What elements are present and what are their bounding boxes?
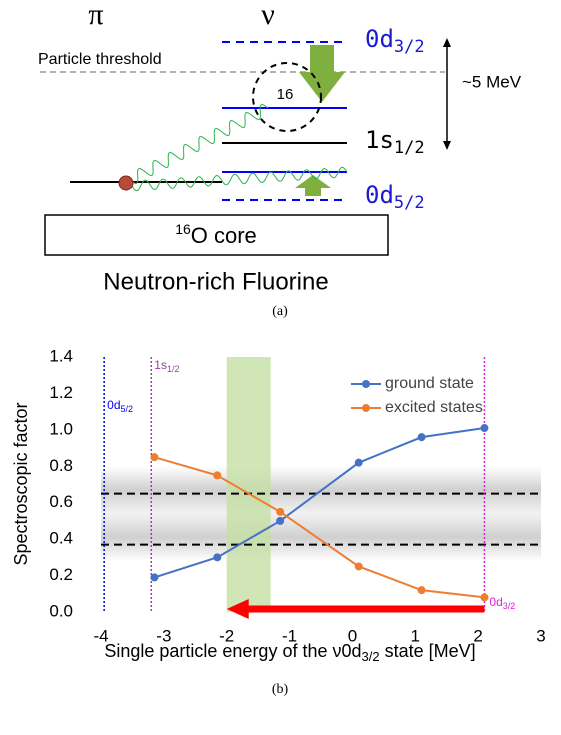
label-sub: 5/2 [121, 405, 134, 415]
diagram-title: Neutron-rich Fluorine [103, 268, 328, 295]
diagram: π ν 0d3/2 Particle threshold 16 1s1/2 0d… [38, 0, 522, 319]
y-tick-label: 1.4 [49, 346, 73, 365]
series-line [154, 456, 485, 599]
down-arrow [299, 45, 345, 102]
x-tick-label: 1 [411, 626, 420, 645]
x-tick-label: -3 [156, 626, 171, 645]
x-tick-label: -4 [93, 626, 108, 645]
caption-a: (a) [272, 304, 288, 319]
y-tick-label: 1.0 [49, 419, 73, 438]
y-tick-label: 0.6 [49, 492, 73, 511]
data-point [354, 562, 363, 571]
data-point [480, 593, 489, 602]
shaded-band [101, 466, 541, 561]
vline-label: 0d3/2 [489, 595, 515, 611]
label-sub: 3/2 [503, 601, 516, 611]
caption-b: (b) [272, 682, 289, 697]
y-tick-label: 0.8 [49, 456, 73, 475]
gap-label: ~5 MeV [462, 72, 522, 91]
wave [129, 103, 269, 185]
data-point [150, 453, 159, 462]
orbit-d32: 0d3/2 [365, 25, 425, 57]
chart: Spectroscopic factor Single particle ene… [11, 346, 546, 697]
orbit-d52: 0d5/2 [365, 181, 425, 213]
core-label: 16O core [175, 221, 257, 248]
x-axis-label: Single particle energy of the ν0d3/2 stat… [104, 641, 475, 665]
y-axis-label: Spectroscopic factor [11, 402, 31, 565]
y-tick-label: 0.0 [49, 601, 73, 620]
legend-marker [362, 380, 370, 388]
arrow-head [226, 599, 249, 619]
data-point [213, 553, 222, 562]
vline-label: 1s1/2 [154, 358, 179, 374]
wave [131, 166, 348, 192]
gap-arrow-head [443, 141, 451, 150]
label-main: 0d [107, 398, 120, 412]
data-point [417, 433, 426, 442]
x-tick-label: 2 [473, 626, 482, 645]
label-main: 0d [489, 595, 502, 609]
data-point [150, 573, 159, 582]
data-point [276, 516, 285, 525]
data-point [480, 424, 489, 433]
series-line [154, 427, 485, 579]
y-tick-label: 1.2 [49, 383, 73, 402]
core-box [44, 214, 389, 256]
data-point [354, 458, 363, 467]
legend-label: excited states [385, 399, 483, 416]
data-point [417, 586, 426, 595]
data-point [276, 507, 285, 516]
label-sub: 1/2 [167, 364, 180, 374]
dashed-circle [252, 62, 322, 132]
up-arrow [295, 175, 331, 196]
gap-arrow-head [443, 38, 451, 47]
x-tick-label: -1 [282, 626, 297, 645]
legend-marker [362, 404, 370, 412]
orbit-s12: 1s1/2 [365, 126, 425, 158]
data-point [213, 471, 222, 480]
neutron-label: ν [261, 0, 275, 31]
legend-label: ground state [385, 375, 474, 392]
y-tick-label: 0.2 [49, 565, 73, 584]
label-main: 1s [154, 358, 167, 372]
circle-label: 16 [277, 86, 294, 103]
x-tick-label: 3 [536, 626, 545, 645]
vline-label: 0d5/2 [107, 398, 133, 414]
proton [118, 175, 134, 191]
y-tick-label: 0.4 [49, 529, 73, 548]
threshold-label: Particle threshold [38, 51, 162, 68]
proton-label: π [88, 0, 103, 31]
x-tick-label: 0 [348, 626, 357, 645]
x-tick-label: -2 [219, 626, 234, 645]
